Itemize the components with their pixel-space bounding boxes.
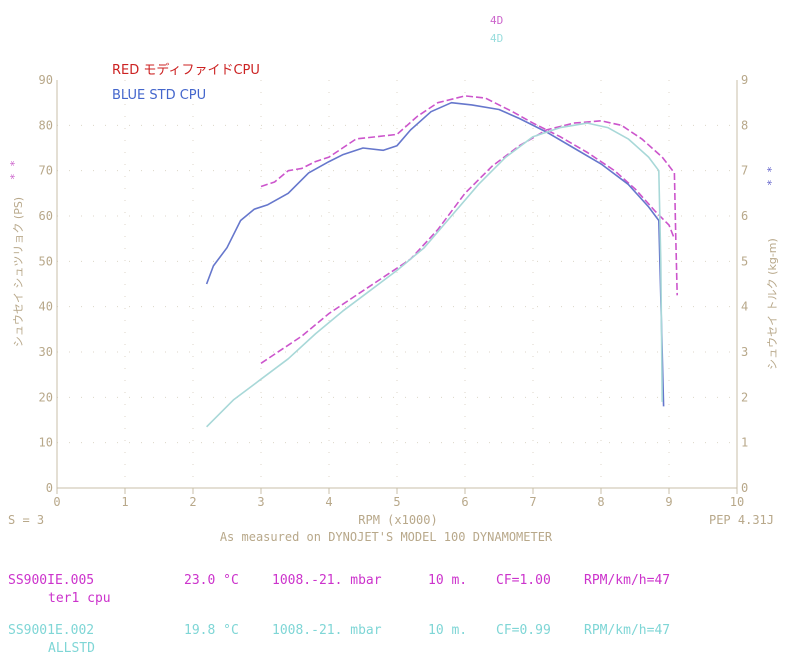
left-markers: * * xyxy=(8,160,21,180)
run-2-ratio: RPM/km/h=47 xyxy=(584,623,670,638)
run-2-file: SS9001E.002 xyxy=(8,623,94,638)
y-right-tick-label: 0 xyxy=(741,481,748,495)
y-right-tick-label: 1 xyxy=(741,436,748,450)
run-1-ratio: RPM/km/h=47 xyxy=(584,573,670,588)
y-right-tick-label: 7 xyxy=(741,164,748,178)
run-1-file: SS900IE.005 xyxy=(8,573,94,588)
s-value: S = 3 xyxy=(8,513,44,527)
y-right-tick-label: 2 xyxy=(741,390,748,404)
pep-version: PEP 4.31J xyxy=(709,513,774,527)
measured-note: As measured on DYNOJET'S MODEL 100 DYNAM… xyxy=(220,530,553,544)
y-left-tick-label: 20 xyxy=(39,390,53,404)
y-right-tick-label: 8 xyxy=(741,118,748,132)
y-left-tick-label: 10 xyxy=(39,436,53,450)
x-tick-label: 0 xyxy=(53,495,60,509)
x-tick-label: 7 xyxy=(529,495,536,509)
y-left-tick-label: 80 xyxy=(39,118,53,132)
run-2-label: ALLSTD xyxy=(48,641,95,656)
right-markers: * * xyxy=(765,166,778,186)
series-power-blue-line xyxy=(206,122,663,428)
run-1-dist: 10 m. xyxy=(428,573,467,588)
run-2-temp: 19.8 °C xyxy=(184,623,239,638)
chart-series xyxy=(205,95,678,428)
x-tick-label: 5 xyxy=(393,495,400,509)
y-left-tick-label: 90 xyxy=(39,73,53,87)
legend-blue: BLUE STD CPU xyxy=(112,88,206,103)
y-right-tick-label: 3 xyxy=(741,345,748,359)
y-left-axis-label: シュウセイ シュツリョク (PS) xyxy=(12,197,25,347)
y-right-tick-label: 9 xyxy=(741,73,748,87)
y-left-tick-label: 50 xyxy=(39,254,53,268)
y-left-tick-label: 70 xyxy=(39,164,53,178)
series-torque-blue-line xyxy=(205,101,665,407)
x-tick-label: 10 xyxy=(730,495,744,509)
x-tick-label: 2 xyxy=(189,495,196,509)
top-label-2: 4D xyxy=(490,32,503,45)
legend-red: RED モディファイドCPU xyxy=(112,62,260,78)
series-power-red-line xyxy=(260,120,678,364)
run-1-cf: CF=1.00 xyxy=(496,573,551,588)
series-torque-red-line xyxy=(260,95,676,239)
y-left-tick-label: 0 xyxy=(46,481,53,495)
y-right-axis-label: シュウセイ トルク (kg-m) xyxy=(766,238,779,370)
run-2-cf: CF=0.99 xyxy=(496,623,551,638)
x-tick-label: 9 xyxy=(665,495,672,509)
chart-grid xyxy=(57,80,737,488)
x-axis-label: RPM (x1000) xyxy=(358,513,437,527)
run-2-dist: 10 m. xyxy=(428,623,467,638)
x-tick-label: 1 xyxy=(121,495,128,509)
run-2-pressure: 1008.-21. mbar xyxy=(272,623,382,638)
y-right-tick-label: 5 xyxy=(741,254,748,268)
y-right-tick-label: 4 xyxy=(741,300,748,314)
y-left-tick-label: 40 xyxy=(39,300,53,314)
run-info-1: SS900IE.005 23.0 °C 1008.-21. mbar 10 m.… xyxy=(8,573,670,606)
y-right-tick-label: 6 xyxy=(741,209,748,223)
x-tick-label: 8 xyxy=(597,495,604,509)
x-tick-label: 4 xyxy=(325,495,332,509)
chart-ticks: 0 1 2 3 4 5 6 7 8 9 100102030405060708090012345678… xyxy=(39,73,749,509)
y-left-tick-label: 30 xyxy=(39,345,53,359)
top-label-1: 4D xyxy=(490,14,503,27)
y-left-tick-label: 60 xyxy=(39,209,53,223)
run-1-label: ter1 cpu xyxy=(48,591,111,606)
run-info-2: SS9001E.002 19.8 °C 1008.-21. mbar 10 m.… xyxy=(8,623,670,656)
run-1-temp: 23.0 °C xyxy=(184,573,239,588)
x-tick-label: 6 xyxy=(461,495,468,509)
x-tick-label: 3 xyxy=(257,495,264,509)
run-1-pressure: 1008.-21. mbar xyxy=(272,573,382,588)
